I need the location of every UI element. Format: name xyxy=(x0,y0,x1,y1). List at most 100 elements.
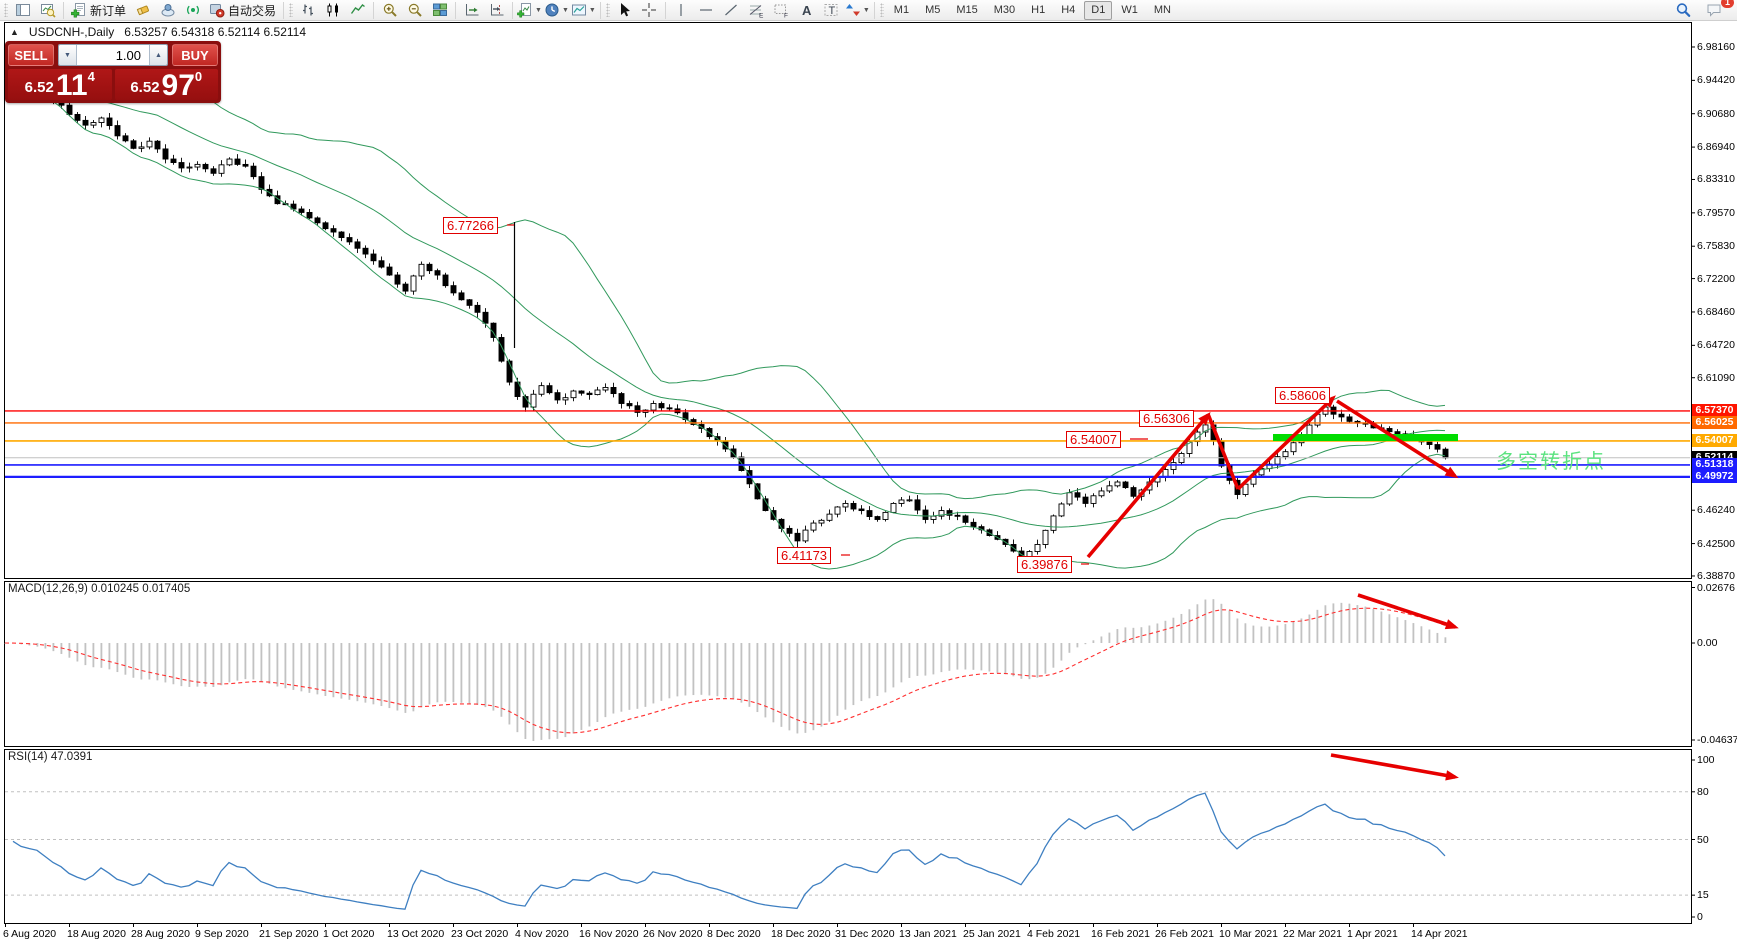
mql5-community-button[interactable] xyxy=(155,1,180,20)
toolbar-grip[interactable] xyxy=(4,3,8,17)
price-annotation[interactable]: 6.41173 xyxy=(777,547,832,564)
indicators-button[interactable]: ▼ xyxy=(516,1,543,20)
crosshair-button[interactable] xyxy=(637,1,662,20)
rsi-panel xyxy=(5,791,1690,910)
auto-scroll-button[interactable] xyxy=(459,1,484,20)
price-axis-tick: 6.75830 xyxy=(1697,240,1735,253)
candlestick-chart-button[interactable] xyxy=(320,1,345,20)
auto-trading-button[interactable]: 自动交易 xyxy=(205,1,280,20)
timeframe-button-w1[interactable]: W1 xyxy=(1121,3,1138,16)
search-icon xyxy=(1675,2,1692,19)
trendline-button[interactable] xyxy=(719,1,744,20)
price-axis-tick: 6.64720 xyxy=(1697,339,1735,352)
bar-chart-icon xyxy=(300,2,316,18)
line-chart-icon xyxy=(350,2,366,18)
down-arrow-rsi[interactable] xyxy=(1330,753,1459,781)
equidistant-channel-button[interactable]: E xyxy=(744,1,769,20)
arrows-button[interactable]: ▼ xyxy=(844,1,871,20)
svg-text:F: F xyxy=(784,13,788,19)
sell-button[interactable]: SELL xyxy=(8,44,54,66)
highlighter-icon xyxy=(135,2,151,18)
price-annotation[interactable]: 6.77266 xyxy=(443,217,498,234)
search-button[interactable] xyxy=(1671,1,1696,20)
collapse-panel-icon[interactable]: ▲ xyxy=(10,27,19,37)
tile-windows-icon xyxy=(432,2,448,18)
timeframe-button-m15[interactable]: M15 xyxy=(956,3,978,16)
down-arrow-macd[interactable] xyxy=(1357,593,1459,630)
chart-title: ▲ USDCNH-,Daily 6.53257 6.54318 6.52114 … xyxy=(10,25,306,39)
volume-increase-button[interactable]: ▲ xyxy=(149,45,167,65)
rsi-axis-tick: 0 xyxy=(1697,911,1703,923)
auto-trading-icon xyxy=(209,2,225,18)
cn-annotation-text[interactable]: 多空转折点 xyxy=(1496,451,1606,473)
main-price-panel xyxy=(4,65,1690,570)
vertical-line-button[interactable] xyxy=(669,1,694,20)
text-button[interactable]: A xyxy=(794,1,819,20)
text-label-button[interactable]: T xyxy=(819,1,844,20)
volume-input[interactable]: 1.00 xyxy=(77,45,149,65)
channel-icon: E xyxy=(748,2,764,18)
timeframe-button-m5[interactable]: M5 xyxy=(925,3,941,16)
chat-button[interactable]: 1 xyxy=(1702,0,1734,20)
highlighter-button[interactable] xyxy=(130,1,155,20)
date-label: 4 Nov 2020 xyxy=(515,928,569,940)
cursor-button[interactable] xyxy=(612,1,637,20)
macd-histogram xyxy=(4,599,1447,741)
rsi-axis-tick: 100 xyxy=(1697,754,1715,766)
timeframe-button-mn[interactable]: MN xyxy=(1153,3,1171,16)
price-axis-tick: 6.72200 xyxy=(1697,272,1735,285)
timeframe-button-d1[interactable]: D1 xyxy=(1084,0,1113,20)
toolbar: 新订单 自动交易 ▼ ▼ ▼ E F A T ▼ xyxy=(0,0,1737,21)
horizontal-line-button[interactable] xyxy=(694,1,719,20)
macd-indicator-label: MACD(12,26,9) 0.010245 0.017405 xyxy=(8,583,191,595)
timeframe-button-h4[interactable]: H4 xyxy=(1061,3,1076,16)
toolbar-grip[interactable] xyxy=(289,3,294,17)
support-zone-highlight[interactable] xyxy=(1273,434,1458,441)
chart-shift-button[interactable] xyxy=(484,1,509,20)
toolbar-grip[interactable] xyxy=(879,3,884,17)
timeframe-button-h1[interactable]: H1 xyxy=(1031,3,1046,16)
timeframe-button-m30[interactable]: M30 xyxy=(993,3,1016,16)
price-axis-tick: 6.46240 xyxy=(1697,504,1735,517)
new-order-button[interactable]: 新订单 xyxy=(67,1,130,20)
periods-button[interactable]: ▼ xyxy=(543,1,570,20)
buy-button[interactable]: BUY xyxy=(172,44,218,66)
add-indicator-icon xyxy=(517,2,533,18)
fibonacci-button[interactable]: F xyxy=(769,1,794,20)
chart-magnifier-icon xyxy=(40,2,56,18)
price-annotation[interactable]: 6.54007 xyxy=(1066,431,1121,448)
price-annotation[interactable]: 6.56306 xyxy=(1139,410,1194,427)
down-arrow-price[interactable] xyxy=(1336,399,1459,479)
date-label: 28 Aug 2020 xyxy=(131,928,190,940)
chart-profile-button[interactable] xyxy=(35,1,60,20)
tile-windows-button[interactable] xyxy=(427,1,452,20)
timeframe-button-m1[interactable]: M1 xyxy=(893,3,910,16)
signals-button[interactable] xyxy=(180,1,205,20)
toolbar-grip[interactable] xyxy=(605,3,610,17)
zoom-in-button[interactable] xyxy=(377,1,402,20)
zoom-out-button[interactable] xyxy=(402,1,427,20)
dropdown-caret-icon: ▼ xyxy=(862,6,870,14)
rsi-axis-tick: 15 xyxy=(1697,889,1709,902)
date-label: 31 Dec 2020 xyxy=(835,928,895,940)
text-label-icon: T xyxy=(823,2,839,18)
macd-axis-tick: -0.046374 xyxy=(1697,734,1737,746)
trendline-icon xyxy=(723,2,739,18)
price-annotation[interactable]: 6.39876 xyxy=(1017,556,1072,573)
sell-price-display: 6.52 11 4 xyxy=(8,69,112,101)
templates-button[interactable]: ▼ xyxy=(570,1,597,20)
line-chart-button[interactable] xyxy=(345,1,370,20)
bar-chart-button[interactable] xyxy=(295,1,320,20)
price-annotation[interactable]: 6.58606 xyxy=(1275,387,1330,404)
price-axis-tick: 6.94420 xyxy=(1697,74,1735,87)
down-leg[interactable] xyxy=(1206,413,1240,490)
chat-icon xyxy=(1706,2,1723,18)
price-axis-tick: 6.90680 xyxy=(1697,107,1735,120)
notification-badge: 1 xyxy=(1720,0,1734,8)
date-label: 13 Jan 2021 xyxy=(899,928,957,940)
volume-decrease-button[interactable]: ▼ xyxy=(59,45,77,65)
chart-window-button[interactable] xyxy=(10,1,35,20)
svg-text:T: T xyxy=(829,5,836,17)
clock-icon xyxy=(544,2,560,18)
